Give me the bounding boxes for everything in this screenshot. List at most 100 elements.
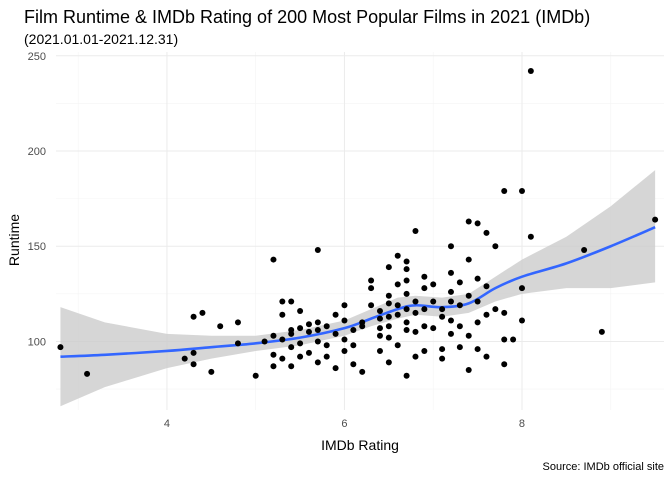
data-point [581,247,588,254]
data-point [341,336,348,343]
data-point [376,332,383,339]
smooth-line-group [60,225,656,358]
data-point [447,330,454,337]
data-point [394,281,401,288]
data-point [412,228,419,234]
data-point [305,321,312,328]
data-point [492,243,499,250]
data-point [288,344,295,351]
data-point [474,275,481,282]
data-point [412,298,419,305]
data-point [270,332,277,339]
data-point [314,359,321,366]
data-point [501,188,508,195]
data-point [403,327,410,334]
data-point [394,342,401,349]
data-point [421,273,428,280]
confidence-band-group [60,170,656,407]
data-point [465,367,472,374]
data-point [510,336,517,343]
data-point [385,334,392,341]
data-point [439,346,446,353]
data-point [412,309,419,316]
data-point [297,340,304,347]
data-point [270,363,277,370]
data-point [332,365,339,372]
data-point [501,309,508,316]
scatter-points [57,68,659,379]
data-point [208,368,215,375]
y-tick-label: 250 [28,51,46,63]
data-point [412,328,419,335]
data-point [190,313,197,320]
data-point [527,233,534,240]
x-tick-label: 4 [164,418,170,430]
data-point [199,309,206,316]
data-point [501,336,508,343]
data-point [288,330,295,337]
data-point [359,368,366,375]
data-point [385,292,392,299]
data-point [279,311,286,318]
data-point [439,355,446,362]
x-axis-ticks: 4 6 8 [164,418,525,430]
data-point [474,220,481,227]
data-point [501,361,508,368]
data-point [412,353,419,360]
data-point [430,298,437,305]
data-point [270,256,277,263]
data-point [252,372,259,379]
data-point [421,347,428,354]
data-point [394,311,401,318]
data-point [84,370,91,377]
data-point [341,302,348,309]
data-point [57,344,64,351]
data-point [403,277,410,284]
data-point [527,68,534,75]
y-tick-label: 200 [28,146,46,158]
data-point [368,277,375,284]
data-point [376,347,383,354]
data-point [421,306,428,313]
data-point [314,319,321,326]
data-point [217,323,224,330]
data-point [279,355,286,362]
y-tick-label: 100 [28,336,46,348]
data-point [314,327,321,334]
data-point [350,361,357,368]
data-point [403,319,410,326]
chart-subtitle: (2021.01.01-2021.12.31) [24,31,178,47]
data-point [394,252,401,259]
data-point [350,342,357,349]
data-point [518,317,525,324]
data-point [474,346,481,353]
data-point [261,338,268,345]
data-point [314,338,321,345]
data-point [483,353,490,360]
chart-title: Film Runtime & IMDb Rating of 200 Most P… [24,7,590,27]
data-point [456,344,463,351]
data-point [403,266,410,273]
data-point [279,298,286,305]
data-point [376,325,383,332]
data-point [483,311,490,318]
data-point [447,243,454,250]
y-axis-ticks: 100 150 200 250 [28,51,46,349]
data-point [368,285,375,292]
data-point [385,300,392,307]
data-point [421,323,428,330]
data-point [234,340,241,347]
data-point [359,319,366,326]
data-point [483,229,490,236]
data-point [341,317,348,324]
data-point [314,247,321,254]
data-point [652,216,659,223]
y-axis-title: Runtime [6,214,22,266]
data-point [385,323,392,330]
data-point [447,269,454,276]
chart-caption: Source: IMDb official site [543,461,664,473]
y-tick-label: 150 [28,241,46,253]
data-point [403,290,410,297]
data-point [385,359,392,366]
